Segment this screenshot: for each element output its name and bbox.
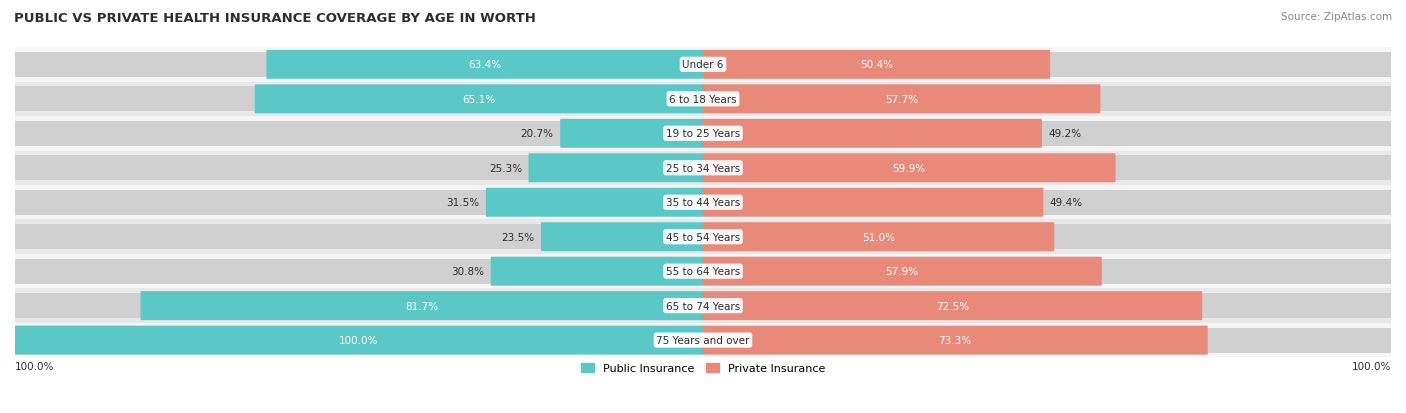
- Bar: [0, 254, 1406, 289]
- Text: 50.4%: 50.4%: [860, 60, 893, 70]
- Text: 73.3%: 73.3%: [939, 335, 972, 345]
- Text: 6 to 18 Years: 6 to 18 Years: [669, 95, 737, 104]
- FancyBboxPatch shape: [491, 257, 703, 286]
- Bar: [0, 48, 1406, 82]
- Bar: [15, 156, 703, 181]
- Text: 30.8%: 30.8%: [451, 266, 484, 277]
- Bar: [0, 185, 1406, 220]
- Text: 45 to 54 Years: 45 to 54 Years: [666, 232, 740, 242]
- Text: 59.9%: 59.9%: [893, 164, 925, 173]
- FancyBboxPatch shape: [703, 292, 1202, 320]
- Text: 100.0%: 100.0%: [1351, 361, 1391, 371]
- Bar: [703, 259, 1391, 284]
- Bar: [703, 294, 1391, 318]
- Text: 19 to 25 Years: 19 to 25 Years: [666, 129, 740, 139]
- Bar: [15, 294, 703, 318]
- Bar: [15, 259, 703, 284]
- Text: 65 to 74 Years: 65 to 74 Years: [666, 301, 740, 311]
- Text: 55 to 64 Years: 55 to 64 Years: [666, 266, 740, 277]
- Legend: Public Insurance, Private Insurance: Public Insurance, Private Insurance: [578, 360, 828, 377]
- FancyBboxPatch shape: [703, 223, 1054, 252]
- Bar: [703, 225, 1391, 249]
- FancyBboxPatch shape: [141, 292, 703, 320]
- Bar: [0, 323, 1406, 358]
- Bar: [703, 87, 1391, 112]
- Bar: [703, 156, 1391, 181]
- Text: 51.0%: 51.0%: [862, 232, 896, 242]
- FancyBboxPatch shape: [703, 119, 1042, 148]
- Text: 31.5%: 31.5%: [446, 198, 479, 208]
- Bar: [703, 328, 1391, 353]
- Bar: [15, 87, 703, 112]
- Bar: [0, 117, 1406, 151]
- FancyBboxPatch shape: [529, 154, 703, 183]
- Text: 20.7%: 20.7%: [520, 129, 554, 139]
- Text: 65.1%: 65.1%: [463, 95, 496, 104]
- Text: PUBLIC VS PRIVATE HEALTH INSURANCE COVERAGE BY AGE IN WORTH: PUBLIC VS PRIVATE HEALTH INSURANCE COVER…: [14, 12, 536, 25]
- Text: 75 Years and over: 75 Years and over: [657, 335, 749, 345]
- Text: 49.4%: 49.4%: [1050, 198, 1083, 208]
- Text: 100.0%: 100.0%: [15, 361, 55, 371]
- Bar: [0, 82, 1406, 117]
- Bar: [703, 121, 1391, 146]
- Text: Under 6: Under 6: [682, 60, 724, 70]
- FancyBboxPatch shape: [541, 223, 703, 252]
- FancyBboxPatch shape: [14, 326, 703, 355]
- Bar: [15, 53, 703, 78]
- Bar: [0, 151, 1406, 185]
- Text: 25 to 34 Years: 25 to 34 Years: [666, 164, 740, 173]
- Text: 23.5%: 23.5%: [502, 232, 534, 242]
- Bar: [0, 289, 1406, 323]
- Bar: [15, 225, 703, 249]
- FancyBboxPatch shape: [703, 188, 1043, 217]
- FancyBboxPatch shape: [266, 51, 703, 80]
- Text: 25.3%: 25.3%: [489, 164, 522, 173]
- Text: 63.4%: 63.4%: [468, 60, 502, 70]
- Text: 57.7%: 57.7%: [884, 95, 918, 104]
- Bar: [15, 328, 703, 353]
- Text: 49.2%: 49.2%: [1049, 129, 1081, 139]
- FancyBboxPatch shape: [703, 85, 1101, 114]
- Text: Source: ZipAtlas.com: Source: ZipAtlas.com: [1281, 12, 1392, 22]
- Text: 72.5%: 72.5%: [936, 301, 969, 311]
- FancyBboxPatch shape: [703, 326, 1208, 355]
- Bar: [15, 121, 703, 146]
- FancyBboxPatch shape: [703, 51, 1050, 80]
- Text: 100.0%: 100.0%: [339, 335, 378, 345]
- Text: 81.7%: 81.7%: [405, 301, 439, 311]
- FancyBboxPatch shape: [703, 257, 1102, 286]
- FancyBboxPatch shape: [254, 85, 703, 114]
- Bar: [15, 190, 703, 215]
- Text: 35 to 44 Years: 35 to 44 Years: [666, 198, 740, 208]
- Bar: [703, 190, 1391, 215]
- Bar: [703, 53, 1391, 78]
- Bar: [0, 220, 1406, 254]
- FancyBboxPatch shape: [560, 119, 703, 148]
- FancyBboxPatch shape: [486, 188, 703, 217]
- Text: 57.9%: 57.9%: [886, 266, 918, 277]
- FancyBboxPatch shape: [703, 154, 1115, 183]
